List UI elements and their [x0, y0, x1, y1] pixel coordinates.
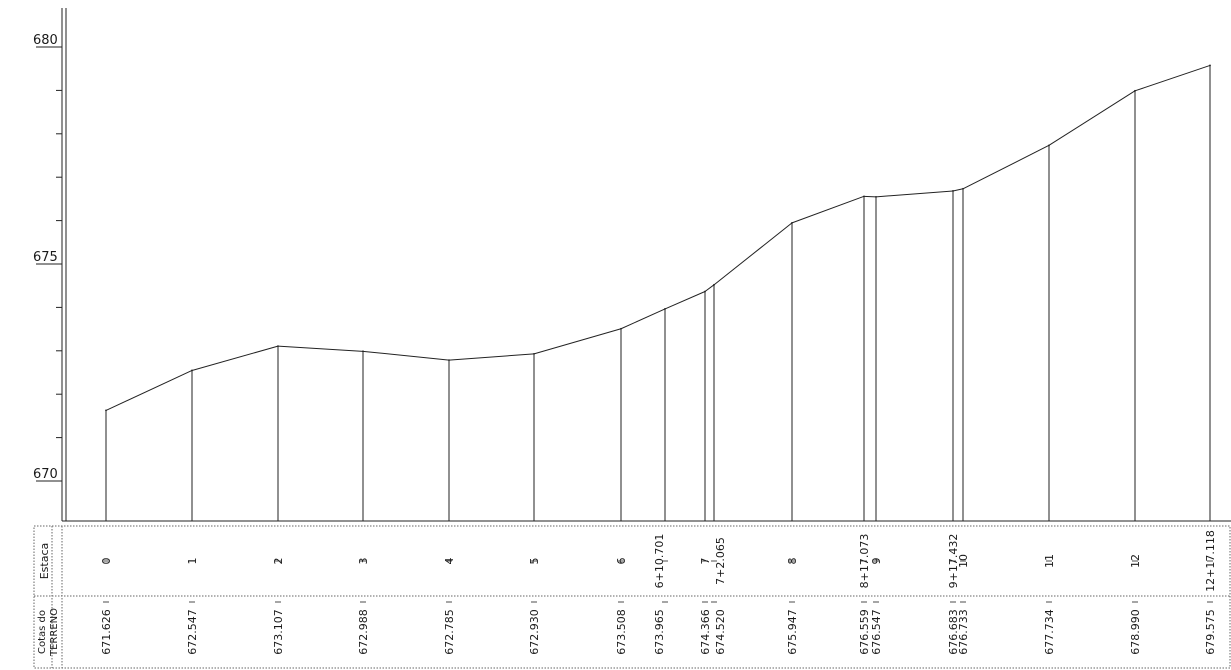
row-label-terreno: TERRENO	[49, 608, 60, 657]
profile-point	[533, 352, 535, 355]
elevation-label: 672.547	[186, 609, 199, 655]
profile-point	[713, 283, 715, 286]
elevation-label: 674.520	[714, 609, 727, 655]
elevation-label: 678.990	[1129, 609, 1142, 655]
axis-layer: 670 675 680	[33, 8, 1231, 522]
elevation-label: 673.965	[653, 609, 666, 655]
row-label-estaca: Estaca	[38, 543, 51, 580]
station-label: 6+10.701	[653, 534, 666, 589]
station-verticals-layer	[105, 65, 1211, 521]
elevation-label: 672.988	[357, 609, 370, 655]
profile-segment	[362, 350, 450, 361]
profile-segment	[105, 370, 193, 411]
profile-segment	[277, 345, 364, 352]
profile-point	[448, 359, 450, 362]
elevation-label: 679.575	[1204, 609, 1217, 655]
y-tick-label: 675	[33, 250, 58, 265]
profile-point	[105, 409, 107, 412]
profile-point	[362, 350, 364, 353]
profile-segment	[1134, 64, 1211, 92]
profile-point	[791, 222, 793, 224]
profile-segment	[952, 188, 964, 192]
profile-segment	[962, 144, 1050, 190]
terrain-profile-layer	[105, 64, 1211, 412]
profile-segment	[533, 328, 622, 355]
profile-segment	[863, 195, 877, 198]
elevation-label: 677.734	[1043, 609, 1056, 655]
profile-segment	[704, 284, 715, 292]
station-label: 7+2.065	[714, 537, 727, 585]
y-tick-label: 670	[33, 467, 58, 482]
profile-point	[664, 308, 666, 310]
profile-point	[620, 327, 622, 330]
elevation-label: 676.683	[947, 609, 960, 655]
profile-point	[952, 190, 954, 192]
elevation-label: 672.930	[528, 609, 541, 655]
elevation-label: 671.626	[100, 609, 113, 655]
elevation-label: 676.733	[957, 609, 970, 655]
table-frame	[33, 525, 1231, 669]
profile-point	[1048, 144, 1050, 147]
profile-point	[1134, 89, 1136, 92]
profile-segment	[620, 308, 666, 330]
elevation-label: 675.947	[786, 609, 799, 655]
profile-point	[277, 345, 279, 348]
profile-segment	[791, 195, 865, 224]
profile-point	[863, 195, 865, 198]
profile-point	[875, 195, 877, 198]
y-tick-label: 680	[33, 33, 58, 48]
elevation-label: 673.508	[615, 609, 628, 655]
profile-segment	[1048, 90, 1136, 146]
profile-point	[1209, 64, 1211, 67]
elevation-label: 672.785	[443, 609, 456, 655]
profile-point	[962, 187, 964, 190]
profile-point	[191, 369, 193, 372]
row-label-cotas: Cotas do	[37, 610, 48, 654]
elevation-label: 676.559	[858, 609, 871, 655]
profile-segment	[191, 345, 279, 371]
elevation-label: 676.547	[870, 609, 883, 655]
profile-segment	[713, 222, 793, 286]
profile-point	[704, 290, 706, 293]
profile-segment	[875, 190, 954, 198]
elevation-label: 673.107	[272, 609, 285, 655]
elevation-label: 674.366	[699, 609, 712, 655]
profile-segment	[664, 291, 706, 310]
profile-segment	[448, 353, 535, 361]
